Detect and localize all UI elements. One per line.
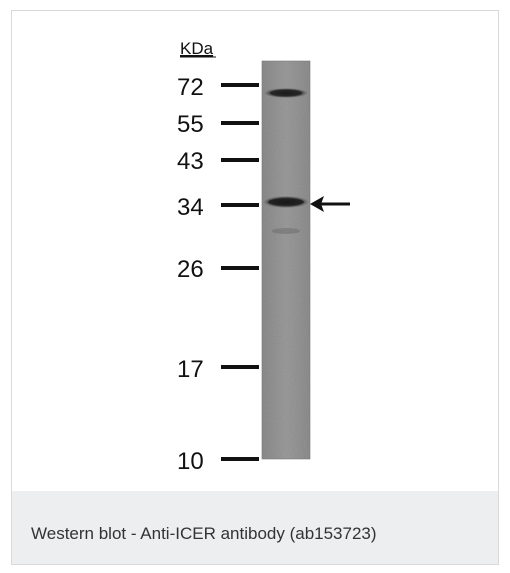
marker-tick — [221, 365, 259, 369]
marker-72: 72 — [177, 74, 259, 101]
marker-tick — [221, 457, 259, 461]
band-72kda — [264, 88, 308, 98]
marker-label: 55 — [177, 111, 204, 138]
marker-tick — [221, 203, 259, 207]
western-blot-figure: KDa 72 55 43 34 26 — [12, 11, 498, 491]
marker-label: 17 — [177, 356, 204, 383]
marker-10: 10 — [177, 448, 259, 475]
kda-label: KDa — [180, 39, 214, 58]
marker-43: 43 — [177, 148, 259, 175]
marker-label: 26 — [177, 256, 204, 283]
marker-tick — [221, 121, 259, 125]
marker-tick — [221, 266, 259, 270]
marker-26: 26 — [177, 256, 259, 283]
figure-card: KDa 72 55 43 34 26 — [11, 10, 499, 565]
gel-lane — [261, 60, 311, 460]
marker-label: 34 — [177, 194, 204, 221]
faint-band — [272, 228, 300, 234]
marker-17: 17 — [177, 356, 259, 383]
marker-34: 34 — [177, 194, 259, 221]
marker-55: 55 — [177, 111, 259, 138]
caption-bar: Western blot - Anti-ICER antibody (ab153… — [12, 491, 498, 564]
marker-tick — [221, 83, 259, 87]
marker-label: 10 — [177, 448, 204, 475]
band-34kda — [263, 196, 309, 208]
western-blot-image: KDa 72 55 43 34 26 — [177, 39, 350, 475]
marker-label: 43 — [177, 148, 204, 175]
marker-label: 72 — [177, 74, 204, 101]
figure-caption: Western blot - Anti-ICER antibody (ab153… — [31, 524, 377, 543]
arrow-left-icon — [310, 196, 350, 212]
marker-tick — [221, 158, 259, 162]
